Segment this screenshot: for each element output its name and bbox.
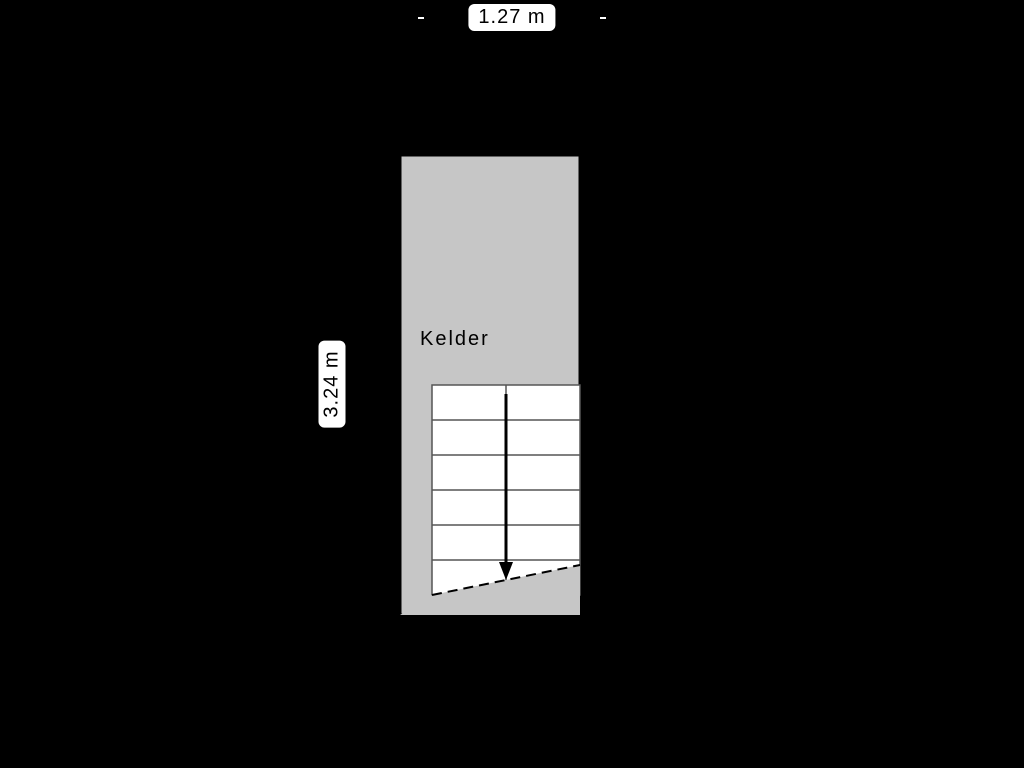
room-label: Kelder bbox=[420, 328, 490, 350]
floor-plan-svg: Kelder bbox=[0, 0, 1024, 768]
